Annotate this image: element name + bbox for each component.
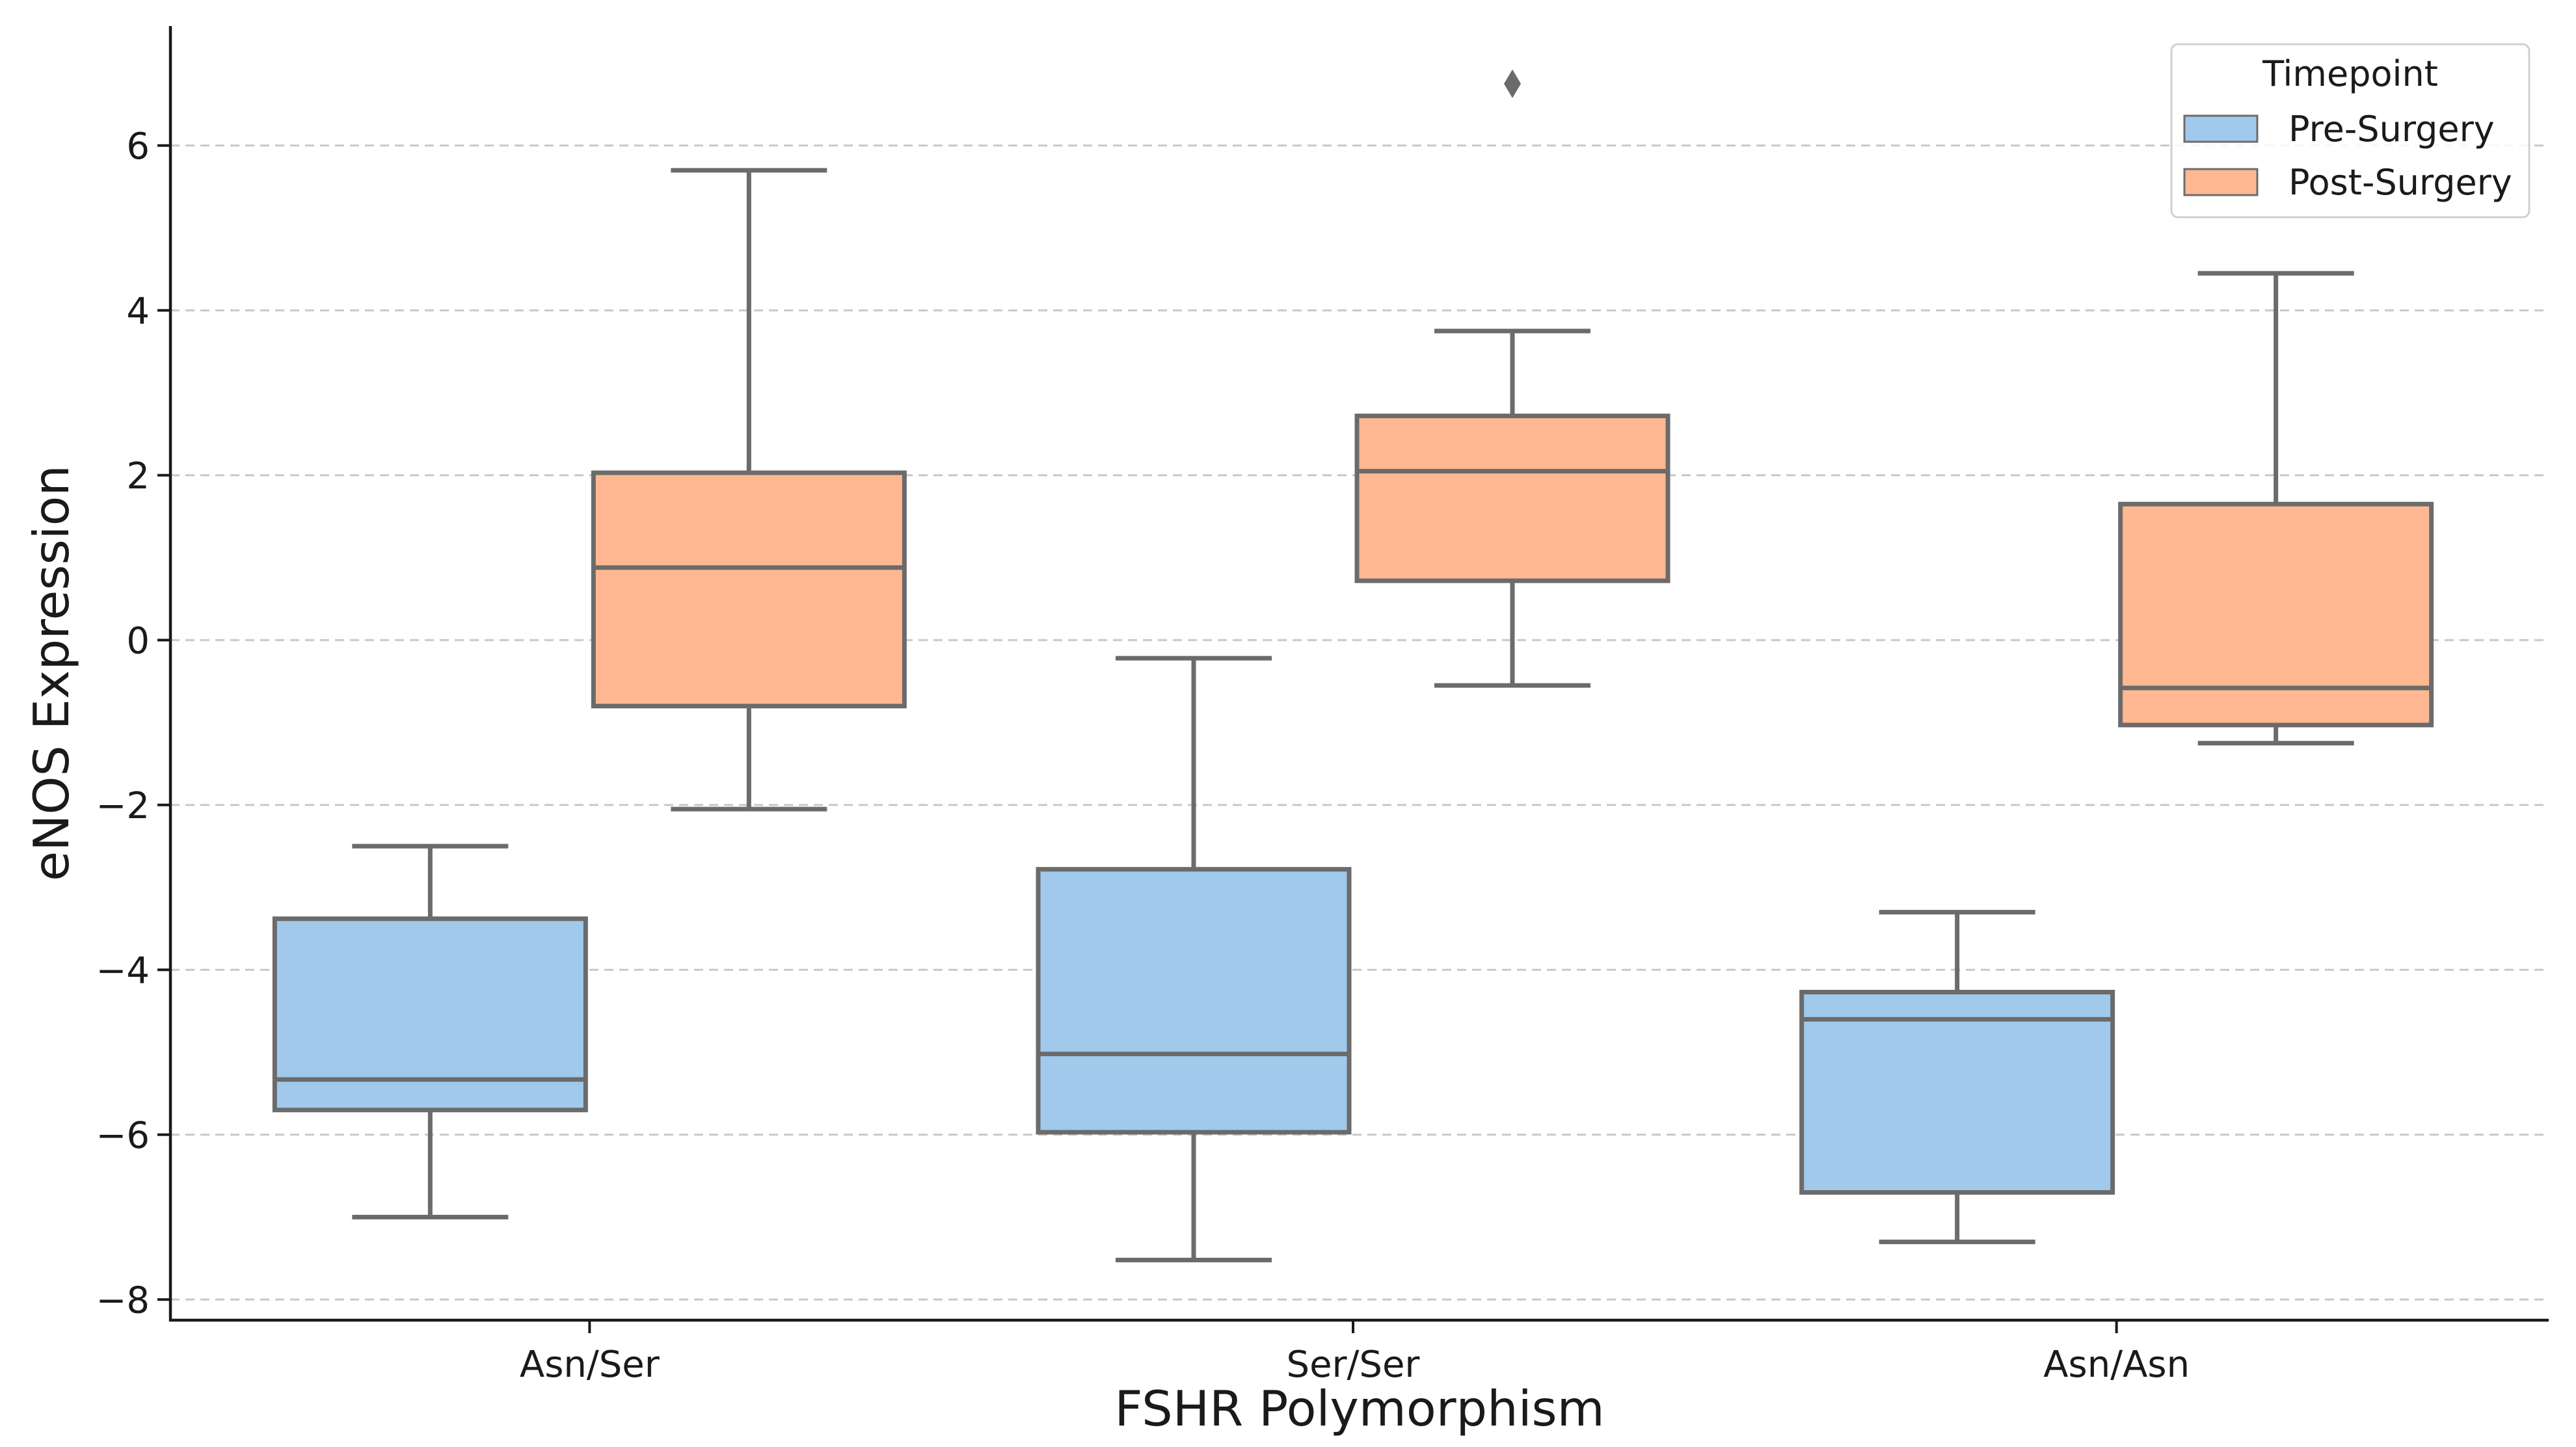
box-pre-surgery-asn-asn bbox=[1799, 910, 2115, 1245]
box-pre-surgery-asn-ser bbox=[272, 843, 588, 1220]
y-axis-label: eNOS Expression bbox=[23, 465, 80, 881]
x-axis-label: FSHR Polymorphism bbox=[1114, 1380, 1604, 1437]
outlier-point bbox=[1504, 69, 1521, 98]
legend[interactable]: Timepoint Pre-Surgery Post-Surgery bbox=[2170, 43, 2530, 219]
y-tick-label: −8 bbox=[96, 1279, 150, 1321]
x-tick-label: Asn/Asn bbox=[2043, 1344, 2190, 1386]
y-tick-label: 2 bbox=[126, 455, 150, 498]
box-post-surgery-asn-asn bbox=[2118, 271, 2434, 746]
y-tick-label: 0 bbox=[126, 620, 150, 662]
legend-entry-pre-surgery[interactable]: Pre-Surgery bbox=[2288, 109, 2495, 150]
box-iqr bbox=[1799, 990, 2115, 1195]
y-tick-label: −4 bbox=[96, 949, 150, 992]
x-tick-label: Asn/Ser bbox=[520, 1344, 660, 1386]
y-tick-label: −2 bbox=[96, 785, 150, 827]
box-post-surgery-asn-ser bbox=[591, 168, 907, 812]
legend-frame bbox=[2170, 43, 2530, 219]
box-iqr bbox=[1354, 414, 1670, 583]
legend-title: Timepoint bbox=[2262, 53, 2438, 94]
y-tick-label: 4 bbox=[126, 290, 150, 332]
axes: 6 4 2 0 −2 −4 −6 −8 Asn/Ser Ser/Ser Asn/Asn bbox=[96, 26, 2549, 1386]
legend-swatch-post-surgery bbox=[2183, 168, 2259, 196]
box-layer bbox=[272, 69, 2434, 1262]
box-iqr bbox=[1036, 867, 1352, 1135]
box-iqr bbox=[2118, 501, 2434, 728]
y-tick-label: 6 bbox=[126, 126, 150, 168]
box-pre-surgery-ser-ser bbox=[1036, 656, 1352, 1262]
box-post-surgery-ser-ser bbox=[1354, 69, 1670, 688]
legend-swatch-pre-surgery bbox=[2183, 114, 2259, 143]
x-tick-label: Ser/Ser bbox=[1287, 1344, 1421, 1386]
legend-entry-post-surgery[interactable]: Post-Surgery bbox=[2288, 162, 2512, 203]
y-tick-label: −6 bbox=[96, 1115, 150, 1157]
box-iqr bbox=[591, 470, 907, 709]
